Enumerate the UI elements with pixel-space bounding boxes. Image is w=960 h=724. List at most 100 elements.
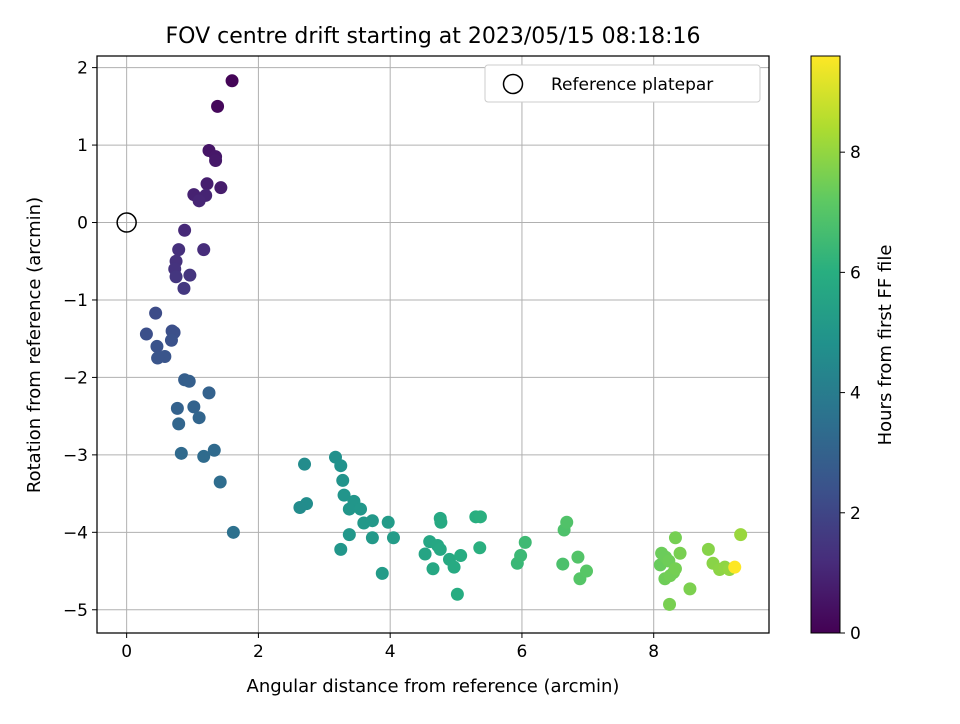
data-point — [149, 306, 163, 320]
data-point — [673, 546, 687, 560]
data-point — [172, 243, 186, 257]
y-axis-ticks: 2 1 0 −1 −2 −3 −4 −5 — [63, 59, 97, 621]
reference-point — [116, 212, 137, 233]
data-point — [337, 488, 351, 502]
data-point — [336, 473, 350, 487]
data-point — [473, 541, 487, 555]
data-point — [177, 281, 191, 295]
data-points — [139, 74, 748, 611]
data-point — [668, 562, 682, 576]
data-point — [150, 339, 164, 353]
x-axis-label: Angular distance from reference (arcmin) — [247, 676, 620, 697]
y-tick-label: −4 — [63, 523, 88, 543]
data-point — [164, 333, 178, 347]
y-tick-label: 1 — [77, 136, 88, 156]
data-point — [342, 528, 356, 542]
y-tick-label: −3 — [63, 446, 88, 466]
data-point — [450, 587, 464, 601]
data-point — [434, 515, 448, 529]
data-point — [426, 562, 440, 576]
data-point — [580, 564, 594, 578]
colorbar-ticks: 0 2 4 6 8 — [840, 143, 861, 644]
data-point — [418, 547, 432, 561]
y-tick-label: 2 — [77, 59, 88, 79]
data-point — [571, 550, 585, 564]
data-point — [683, 582, 697, 596]
y-tick-label: −5 — [63, 601, 88, 621]
colorbar-gradient — [810, 55, 841, 634]
data-point — [663, 597, 677, 611]
data-point — [365, 531, 379, 545]
y-tick-label: −1 — [63, 291, 88, 311]
data-point — [178, 223, 192, 237]
data-point — [334, 459, 348, 473]
data-point — [187, 400, 201, 414]
data-point — [298, 457, 312, 471]
data-point — [365, 514, 379, 528]
data-point — [202, 386, 216, 400]
data-point — [192, 411, 206, 425]
data-point — [214, 181, 228, 195]
data-point — [200, 177, 214, 191]
data-point — [211, 99, 225, 113]
colorbar: 0 2 4 6 8 Hours from first FF file — [810, 55, 896, 644]
y-axis-label: Rotation from reference (arcmin) — [24, 197, 45, 493]
plot-area: 0 2 4 6 8 2 1 0 −1 −2 −3 −4 −5 — [63, 55, 770, 662]
legend-box — [484, 64, 761, 103]
colorbar-tick-label: 2 — [850, 504, 861, 524]
data-point — [139, 327, 153, 341]
x-tick-label: 0 — [121, 642, 132, 662]
colorbar-label: Hours from first FF file — [875, 245, 896, 446]
data-point — [354, 502, 368, 516]
colorbar-tick-label: 6 — [850, 263, 861, 283]
reference-marker — [116, 212, 137, 233]
legend-reference-marker — [502, 73, 524, 95]
chart-title: FOV centre drift starting at 2023/05/15 … — [166, 24, 701, 49]
data-point — [728, 560, 742, 574]
data-point — [454, 549, 468, 563]
legend-label: Reference platepar — [551, 75, 713, 95]
data-point — [518, 535, 532, 549]
data-point — [183, 268, 197, 282]
data-point — [473, 510, 487, 524]
data-point — [556, 557, 570, 571]
data-point — [701, 542, 715, 556]
data-point — [197, 243, 211, 257]
data-point — [182, 374, 196, 388]
data-point — [197, 449, 211, 463]
x-axis-ticks: 0 2 4 6 8 — [121, 633, 659, 662]
y-tick-label: −2 — [63, 368, 88, 388]
data-point — [169, 270, 183, 284]
x-tick-label: 6 — [517, 642, 528, 662]
data-point — [342, 502, 356, 516]
data-point — [213, 475, 227, 489]
data-point — [560, 515, 574, 529]
data-point — [192, 194, 206, 208]
data-point — [447, 560, 461, 574]
y-tick-label: 0 — [77, 214, 88, 234]
data-point — [172, 417, 186, 431]
data-point — [668, 531, 682, 545]
legend: Reference platepar — [484, 64, 761, 103]
data-point — [433, 542, 447, 556]
data-point — [207, 443, 221, 457]
data-point — [170, 401, 184, 415]
x-tick-label: 2 — [253, 642, 264, 662]
data-point — [514, 549, 528, 563]
data-point — [226, 525, 240, 539]
plot-frame — [96, 55, 770, 634]
data-point — [386, 531, 400, 545]
colorbar-tick-label: 4 — [850, 384, 861, 404]
data-point — [209, 154, 223, 168]
colorbar-tick-label: 0 — [850, 624, 861, 644]
data-point — [334, 542, 348, 556]
data-point — [174, 446, 188, 460]
data-point — [225, 74, 239, 88]
data-point — [151, 351, 165, 365]
data-point — [381, 515, 395, 529]
data-point — [293, 501, 307, 515]
colorbar-tick-label: 8 — [850, 143, 861, 163]
data-point — [375, 566, 389, 580]
x-tick-label: 8 — [648, 642, 659, 662]
